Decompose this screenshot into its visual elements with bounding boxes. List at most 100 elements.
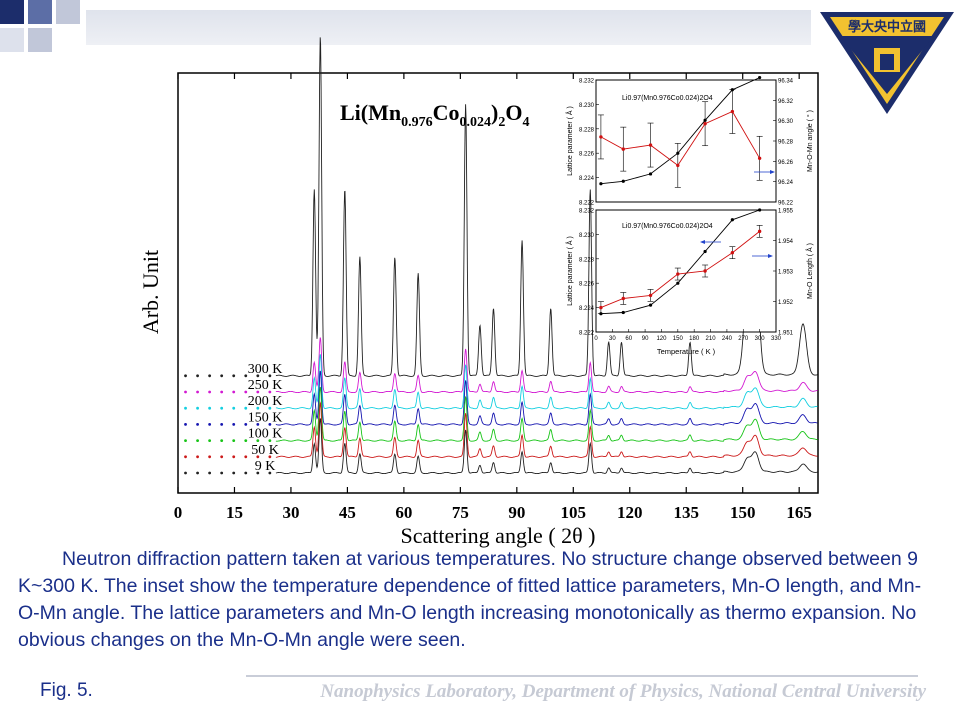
- inset-red-point: [621, 296, 625, 301]
- series-marker: [256, 406, 260, 410]
- inset-xtick-label: 270: [738, 336, 749, 342]
- header-square-blue: [28, 0, 52, 24]
- series-marker: [184, 439, 187, 442]
- x-axis-label-text: Scattering angle ( 2θ ): [400, 523, 595, 548]
- inset-ytick-right-label: 1.954: [778, 239, 794, 245]
- series-marker: [220, 455, 224, 459]
- y-axis-label: Arb. Unit: [138, 250, 163, 334]
- series-marker: [244, 423, 248, 426]
- x-tick-label: 60: [395, 503, 412, 522]
- series-marker: [244, 439, 248, 442]
- series-marker: [232, 455, 236, 459]
- inset-ytick-left-label: 8.226: [579, 282, 595, 288]
- footer-lab-name: Nanophysics Laboratory, Department of Ph…: [320, 681, 926, 702]
- main-plot-frame: [177, 72, 819, 494]
- header-square-navy: [0, 0, 24, 24]
- chart-title: Li(Mn0.976Co0.024)2O4: [340, 100, 529, 130]
- inset-red-point: [676, 272, 680, 276]
- series-marker: [256, 390, 260, 394]
- inset-xtick-label: 120: [656, 336, 667, 342]
- inset-ytick-right-label: 96.32: [778, 99, 794, 105]
- inset-red-point: [730, 251, 735, 255]
- series-marker: [208, 423, 212, 426]
- header-bar: [86, 10, 811, 45]
- inset-lattice-point: [703, 249, 707, 254]
- x-tick-label: 120: [617, 503, 643, 522]
- inset-axis-arrowhead: [700, 240, 705, 244]
- inset-ytick-left-label: 8.228: [579, 127, 595, 133]
- inset-ytick-left-label: 8.228: [579, 257, 595, 263]
- inset-red-point: [703, 122, 707, 126]
- series-line-100k: [275, 386, 818, 442]
- inset-red-point: [730, 109, 735, 114]
- inset-axis-arrowhead: [768, 254, 773, 258]
- inset-xtick-label: 90: [642, 336, 649, 342]
- inset-ytick-right-label: 1.951: [778, 331, 794, 337]
- x-tick-label: 30: [282, 503, 299, 522]
- series-marker: [196, 439, 199, 442]
- inset-ytick-right-label: 96.22: [778, 201, 794, 207]
- inset-length-ylabel-left: Lattice parameter ( Å ): [565, 236, 574, 306]
- inset-lattice-point: [648, 172, 653, 176]
- x-axis-label: Scattering angle ( 2θ ): [400, 523, 595, 548]
- series-label: 100 K: [248, 427, 283, 442]
- series-label: 150 K: [248, 410, 283, 425]
- inset-xtick-label: 150: [673, 336, 684, 342]
- figure-number: Fig. 5.: [40, 680, 93, 701]
- inset-xtick-label: 210: [706, 336, 717, 342]
- header-square-light-2: [28, 28, 52, 52]
- series-marker: [268, 439, 272, 442]
- series-marker: [220, 423, 224, 426]
- figure-caption: Neutron diffraction pattern taken at var…: [18, 548, 922, 651]
- series-marker: [232, 390, 236, 394]
- series-marker: [196, 423, 199, 426]
- inset-lattice-point: [758, 75, 762, 80]
- inset-red-point: [648, 143, 653, 147]
- inset-ytick-left-label: 8.230: [579, 103, 595, 109]
- inset-lattice-point: [648, 303, 653, 307]
- series-marker: [208, 374, 212, 378]
- series-marker: [244, 471, 248, 475]
- inset-lattice-point: [676, 281, 680, 285]
- series-marker: [196, 390, 199, 394]
- inset-red-point: [599, 305, 603, 310]
- header-square-light-3: [0, 28, 24, 52]
- series-marker: [232, 471, 236, 475]
- inset-ytick-left-label: 8.224: [579, 176, 595, 182]
- inset-ytick-right-label: 96.28: [778, 140, 794, 146]
- inset-ytick-left-label: 8.222: [579, 201, 595, 207]
- inset-ytick-left-label: 8.232: [579, 209, 595, 215]
- inset-length-xlabel: Temperature ( K ): [657, 347, 716, 356]
- series-marker: [196, 455, 199, 459]
- inset-red-point: [703, 269, 707, 273]
- series-marker: [268, 455, 272, 459]
- inset-lattice-point: [730, 218, 734, 222]
- inset-length-ylabel-right: Mn-O Length ( Å ): [805, 243, 814, 299]
- inset-red-point: [648, 293, 653, 298]
- series-marker: [232, 406, 236, 410]
- inset-lattice-point: [621, 179, 625, 183]
- x-tick-label: 105: [561, 503, 587, 522]
- series-marker: [256, 423, 260, 426]
- x-tick-label: 15: [226, 503, 243, 522]
- series-marker: [184, 390, 187, 394]
- series-marker: [184, 374, 187, 378]
- series-line-9k: [275, 418, 818, 475]
- inset-red-point: [757, 229, 762, 234]
- inset-lattice-point: [621, 310, 625, 315]
- inset-angle-ylabel-left: Lattice parameter ( Å ): [565, 106, 574, 176]
- inset-ytick-right-label: 96.30: [778, 119, 794, 125]
- series-marker: [244, 390, 248, 394]
- inset-ytick-left-label: 8.232: [579, 79, 595, 85]
- series-marker: [268, 390, 272, 394]
- inset-lattice-point: [599, 182, 603, 186]
- series-marker: [184, 471, 187, 475]
- x-tick-label: 90: [508, 503, 525, 522]
- inset-red-point: [676, 163, 680, 168]
- series-marker: [220, 390, 224, 394]
- inset-angle-ylabel-right: Mn-O-Mn angle ( ° ): [806, 110, 814, 172]
- series-marker: [256, 455, 260, 459]
- series-marker: [208, 471, 212, 475]
- inset-ytick-right-label: 96.34: [778, 79, 794, 85]
